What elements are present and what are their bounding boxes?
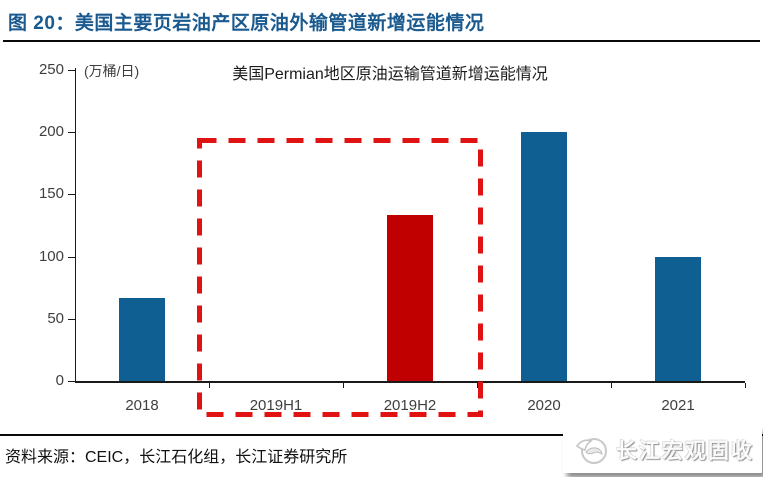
watermark-text: 长江宏观固收 <box>616 440 754 463</box>
title-divider <box>3 40 760 42</box>
x-tick-mark <box>477 383 478 388</box>
footer-divider <box>0 434 763 436</box>
x-axis-label-2018: 2018 <box>125 397 159 414</box>
x-tick-mark <box>611 383 612 388</box>
bar-2020 <box>521 132 567 381</box>
x-axis-label-2020: 2020 <box>527 397 561 414</box>
x-tick-mark <box>343 383 344 388</box>
x-tick-mark <box>209 383 210 388</box>
bar-2021 <box>655 257 701 381</box>
x-axis-label-2019H1: 2019H1 <box>249 397 303 414</box>
changjiang-logo-icon <box>575 438 607 464</box>
source-attribution: 资料来源：CEIC，长江石化组，长江证券研究所 <box>5 449 348 466</box>
y-axis-line <box>75 68 76 382</box>
watermark-card: 长江宏观固收 <box>563 427 762 473</box>
y-tick-label: 250 <box>38 60 64 78</box>
x-tick-mark <box>745 383 746 388</box>
y-tick-mark <box>68 69 75 71</box>
y-tick-label: 100 <box>38 247 64 265</box>
x-axis-line <box>75 381 745 383</box>
y-tick-label: 0 <box>55 372 64 389</box>
dashed-rectangle-icon <box>197 138 483 417</box>
y-tick-label: 200 <box>38 123 64 141</box>
y-tick-mark <box>68 132 75 134</box>
y-tick-mark <box>68 318 75 320</box>
bar-2019H2 <box>387 215 433 381</box>
y-tick-mark <box>68 381 75 382</box>
y-axis-unit-label: (万桶/日) <box>84 63 140 79</box>
y-tick-label: 150 <box>38 185 64 203</box>
x-axis-label-2021: 2021 <box>661 397 695 414</box>
figure-title: 图 20：美国主要页岩油产区原油外输管道新增运能情况 <box>8 13 485 34</box>
x-axis-label-2019H2: 2019H2 <box>383 397 437 414</box>
bar-chart: (万桶/日) 美国Permian地区原油运输管道新增运能情况 0 50 100 150… <box>0 45 763 433</box>
highlight-dashed-box <box>197 138 483 417</box>
y-tick-mark <box>68 194 75 196</box>
bar-2018 <box>119 298 165 381</box>
y-tick-mark <box>68 256 75 258</box>
chart-title: 美国Permian地区原油运输管道新增运能情况 <box>232 66 548 83</box>
y-tick-label: 50 <box>47 309 64 327</box>
